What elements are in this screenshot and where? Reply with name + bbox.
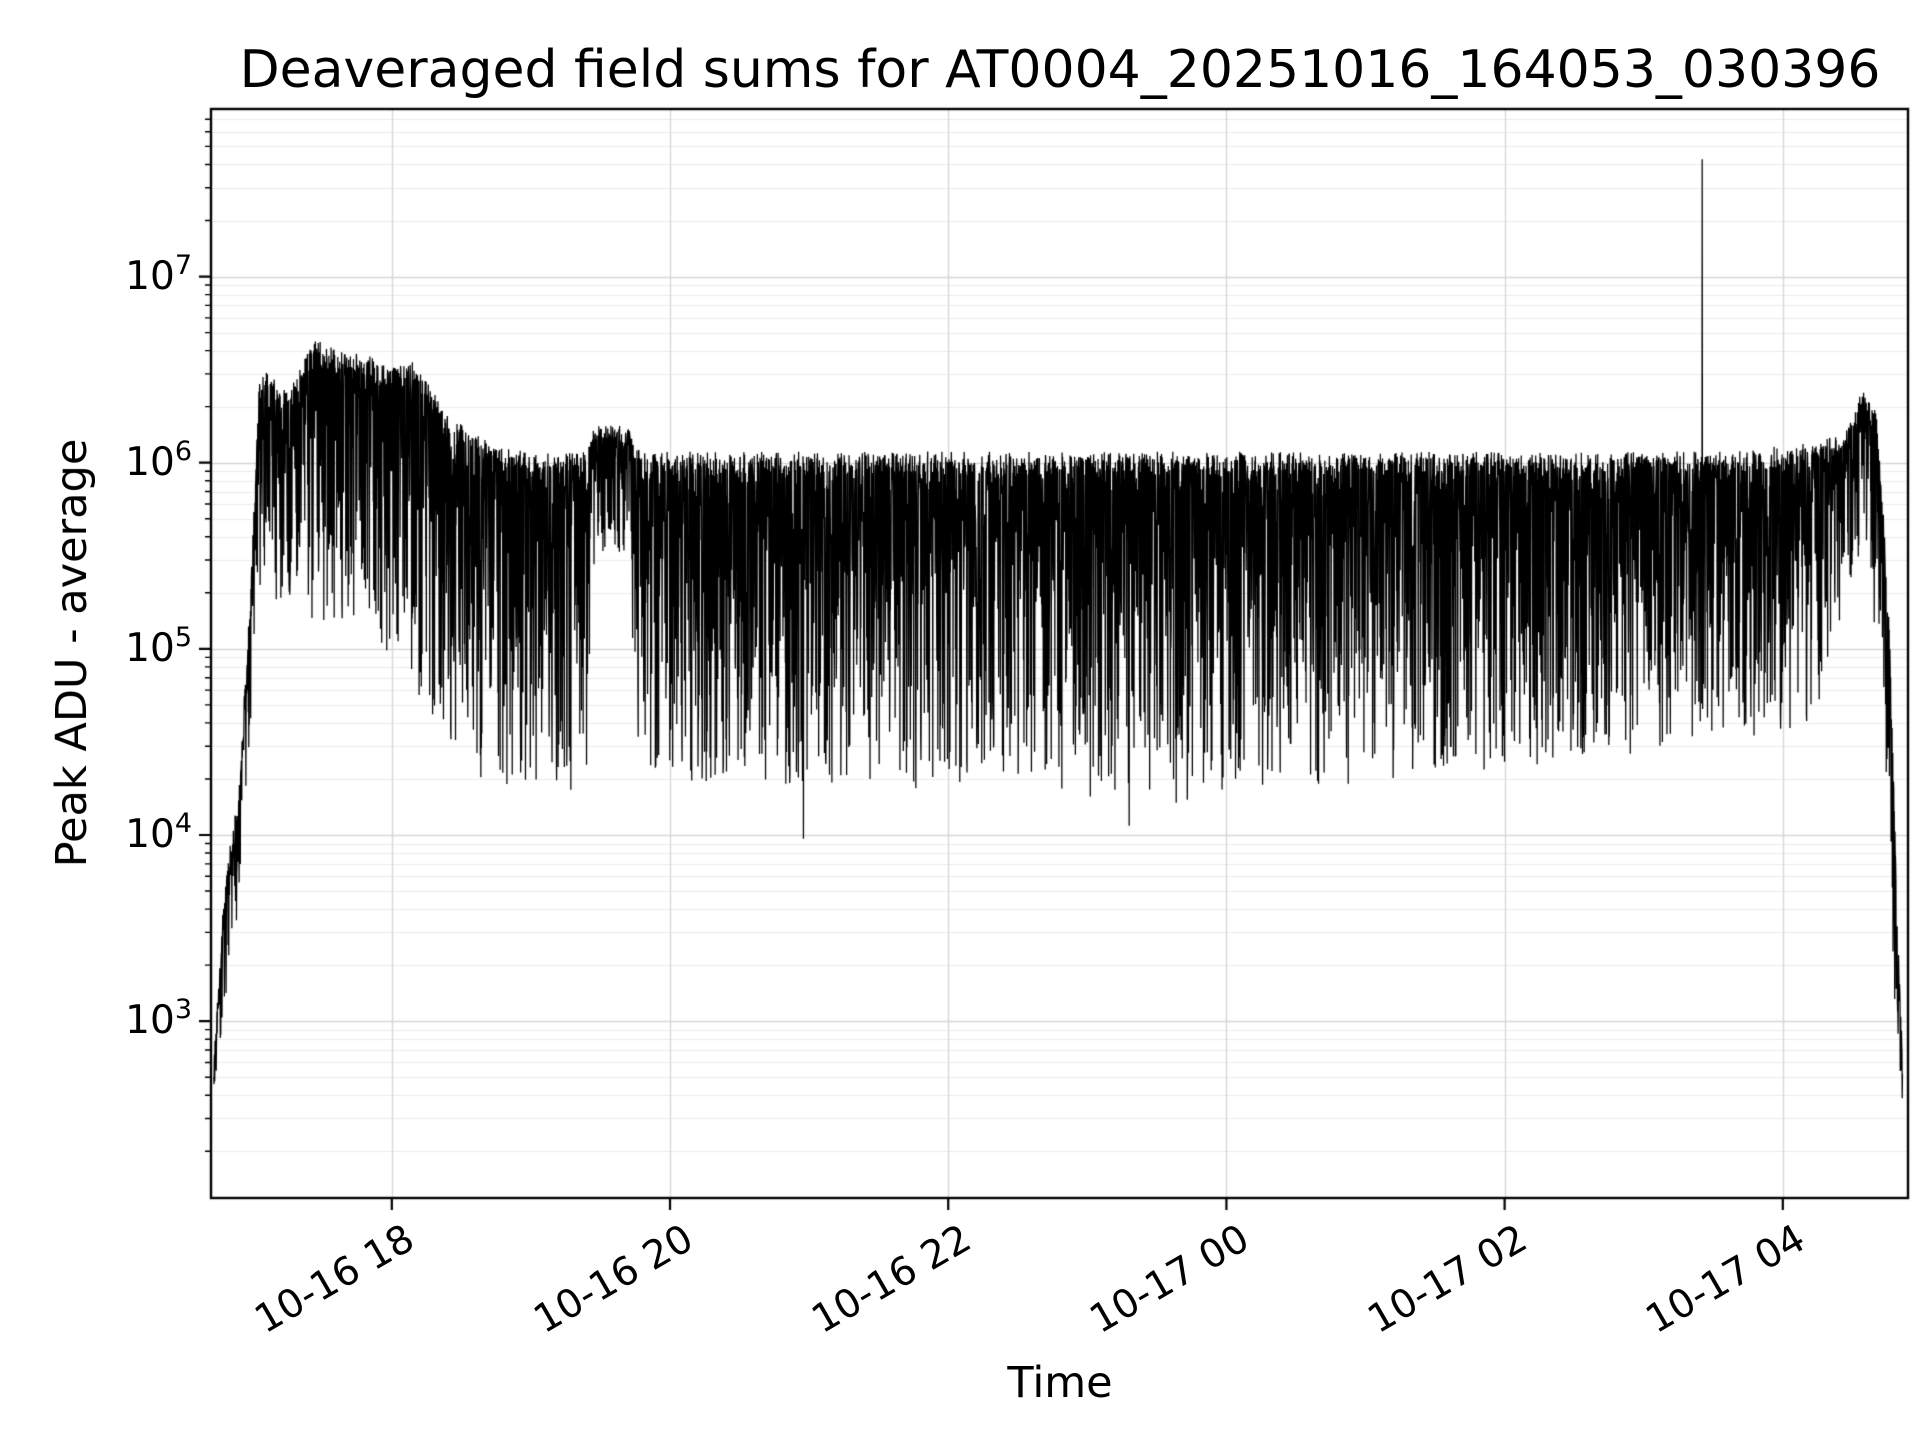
y-tick-label: 107 bbox=[125, 249, 192, 299]
y-tick-label: 103 bbox=[125, 994, 192, 1044]
y-tick-label: 106 bbox=[125, 435, 192, 485]
y-tick-label: 105 bbox=[125, 621, 192, 671]
y-tick-label: 104 bbox=[125, 808, 192, 857]
chart-title: Deaveraged field sums for AT0004_2025101… bbox=[239, 40, 1881, 100]
x-axis-label: Time bbox=[1007, 1358, 1113, 1408]
